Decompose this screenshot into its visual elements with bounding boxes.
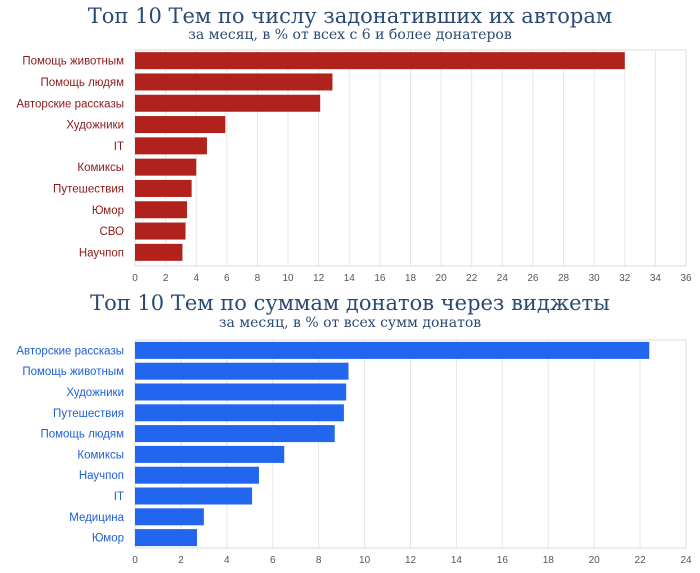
chart-1-category-label: Научпоп xyxy=(79,247,124,259)
chart-1-x-tick-label: 16 xyxy=(374,273,386,284)
chart-1-category-label: Комиксы xyxy=(77,162,124,174)
chart-2-x-tick-label: 12 xyxy=(405,555,417,566)
chart-1-bar xyxy=(135,52,625,70)
chart-2-x-tick-label: 2 xyxy=(178,555,184,566)
chart-2-x-tick-label: 10 xyxy=(359,555,371,566)
chart-1-x-tick-label: 26 xyxy=(527,273,539,284)
chart-2-title: Топ 10 Тем по суммам донатов через видже… xyxy=(90,291,610,315)
chart-2-x-tick-label: 16 xyxy=(497,555,509,566)
chart-1-x-tick-label: 30 xyxy=(589,273,601,284)
chart-1-subtitle: за месяц, в % от всех с 6 и более донате… xyxy=(188,27,512,43)
chart-1-x-tick-label: 6 xyxy=(224,273,230,284)
chart-2-plot-frame xyxy=(134,339,687,549)
chart-1-category-label: Художники xyxy=(66,120,124,132)
chart-2-x-tick-label: 24 xyxy=(680,555,692,566)
chart-2-bar xyxy=(135,466,259,484)
chart-2-category-label: Помощь людям xyxy=(40,429,124,441)
chart-1-x-tick-label: 8 xyxy=(255,273,261,284)
chart-2-bar xyxy=(135,487,253,505)
chart-2-x-tick-label: 8 xyxy=(316,555,322,566)
chart-2-bar xyxy=(135,362,349,380)
chart-2-x-tick-label: 0 xyxy=(132,555,138,566)
chart-1-title: Топ 10 Тем по числу задонативших их авто… xyxy=(87,4,613,28)
chart-1-plot-frame xyxy=(134,49,687,267)
chart-1-x-tick-label: 28 xyxy=(558,273,570,284)
chart-2-x-tick-label: 4 xyxy=(224,555,230,566)
chart-2-category-label: Медицина xyxy=(69,512,124,524)
chart-1-x-tick-label: 36 xyxy=(680,273,692,284)
chart-1-x-tick-label: 24 xyxy=(497,273,509,284)
chart-2-category-label: Авторские рассказы xyxy=(16,345,124,357)
chart-1-bar xyxy=(135,137,207,155)
chart-1-bar xyxy=(135,201,188,219)
chart-1-x-tick-label: 34 xyxy=(650,273,662,284)
chart-1-x-tick-label: 0 xyxy=(132,273,138,284)
chart-2-category-label: Научпоп xyxy=(79,470,124,482)
chart-2-subtitle: за месяц, в % от всех сумм донатов xyxy=(218,315,482,331)
chart-1-x-tick-label: 18 xyxy=(405,273,417,284)
chart-1-category-label: IT xyxy=(114,141,124,153)
chart-1-x-tick-label: 32 xyxy=(619,273,631,284)
chart-1-bar xyxy=(135,222,186,240)
chart-2-bar xyxy=(135,445,285,463)
chart-1-category-label: СВО xyxy=(99,226,124,238)
chart-2-category-label: Юмор xyxy=(92,533,124,545)
chart-1-x-tick-label: 4 xyxy=(193,273,199,284)
chart-2-category-label: Путешествия xyxy=(53,408,124,420)
chart-1-x-tick-label: 2 xyxy=(163,273,169,284)
chart-2-bar xyxy=(135,383,347,401)
chart-2-x-tick-label: 6 xyxy=(270,555,276,566)
chart-2-x-tick-label: 18 xyxy=(543,555,555,566)
chart-2-bar xyxy=(135,508,204,526)
chart-2-category-label: IT xyxy=(114,491,124,503)
chart-2-bar xyxy=(135,529,197,547)
chart-1-x-tick-label: 14 xyxy=(344,273,356,284)
chart-1-bar xyxy=(135,158,197,176)
chart-1-category-label: Авторские рассказы xyxy=(16,98,124,110)
chart-2-x-tick-label: 20 xyxy=(589,555,601,566)
chart-2-category-label: Художники xyxy=(66,387,124,399)
chart-1-category-label: Помощь людям xyxy=(40,77,124,89)
chart-2-x-tick-label: 14 xyxy=(451,555,463,566)
chart-1-plot: 0 2 4 6 8 10 12 14 16 18 20 22 24 26 28 30 32 34 36Помощь … xyxy=(16,49,692,284)
chart-1-bar xyxy=(135,179,192,197)
chart-2-bar xyxy=(135,425,335,443)
chart-2-category-label: Помощь животным xyxy=(22,366,124,378)
chart-2-x-tick-label: 22 xyxy=(635,555,647,566)
chart-1-bar xyxy=(135,73,333,91)
chart-1-bar xyxy=(135,116,226,134)
chart-1-category-label: Путешествия xyxy=(53,183,124,195)
chart-1-x-tick-label: 10 xyxy=(282,273,294,284)
chart-2-bar xyxy=(135,341,650,359)
chart-1-bar xyxy=(135,94,321,112)
chart-1-x-tick-label: 20 xyxy=(436,273,448,284)
chart-1-x-tick-label: 22 xyxy=(466,273,478,284)
chart-1-bar xyxy=(135,243,183,261)
chart-1-category-label: Юмор xyxy=(92,205,124,217)
chart-1-category-label: Помощь животным xyxy=(22,56,124,68)
chart-2-category-label: Комиксы xyxy=(77,449,124,461)
chart-1-x-tick-label: 12 xyxy=(313,273,325,284)
chart-2-bar xyxy=(135,404,344,422)
